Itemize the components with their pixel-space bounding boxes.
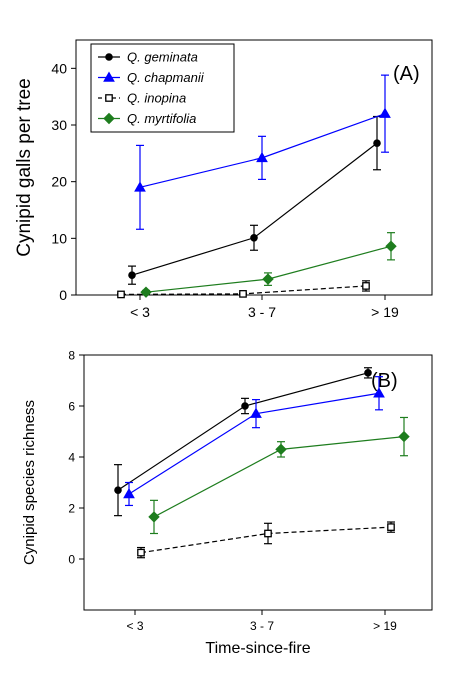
legend-entry-q-inopina: Q. inopina bbox=[98, 91, 186, 106]
y-tick-label: 30 bbox=[51, 117, 67, 133]
panel-a: 0 10 20 30 40 < 3 3 - 7 > 19 Cynipid galls per t… bbox=[14, 39, 433, 320]
legend-entry-q-myrtifolia: Q. myrtifolia bbox=[98, 111, 196, 126]
series-q-myrtifolia bbox=[148, 416, 410, 535]
x-axis-label: Time-since-fire bbox=[205, 640, 310, 657]
data-point bbox=[114, 486, 122, 494]
plot-frame bbox=[75, 39, 433, 296]
data-point bbox=[239, 290, 247, 298]
y-tick-label: 40 bbox=[51, 60, 67, 76]
data-point bbox=[140, 286, 152, 298]
x-tick-label: > 19 bbox=[373, 619, 397, 633]
data-point bbox=[364, 369, 372, 377]
legend-label: Q. geminata bbox=[127, 50, 198, 65]
legend-marker bbox=[105, 53, 113, 61]
series-q-myrtifolia bbox=[140, 232, 397, 298]
data-point bbox=[387, 523, 395, 531]
x-tick-label: < 3 bbox=[126, 619, 143, 633]
data-point bbox=[385, 240, 397, 252]
data-point bbox=[128, 271, 136, 279]
series-q-geminata bbox=[128, 115, 381, 285]
data-point bbox=[137, 548, 145, 557]
panel-b: 0 2 4 6 8 < 3 3 - 7 > 19 Cynipid species richnes… bbox=[21, 348, 433, 657]
y-tick-label: 10 bbox=[51, 230, 67, 246]
data-point bbox=[362, 282, 370, 290]
data-point bbox=[134, 181, 146, 192]
data-point bbox=[250, 407, 262, 418]
legend-marker bbox=[105, 94, 113, 102]
data-point bbox=[262, 273, 274, 285]
y-axis-label: Cynipid species richness bbox=[21, 400, 38, 565]
data-point bbox=[264, 529, 272, 538]
y-axis-label: Cynipid galls per tree bbox=[14, 78, 35, 256]
data-point bbox=[275, 443, 287, 456]
y-tick-label: 6 bbox=[68, 399, 75, 413]
data-point bbox=[123, 487, 135, 499]
series-line bbox=[131, 142, 378, 276]
data-point bbox=[148, 511, 160, 523]
legend-marker bbox=[103, 71, 115, 82]
data-point bbox=[398, 430, 410, 443]
legend-entry-q-geminata: Q. geminata bbox=[98, 50, 198, 65]
series-q-chapmanii bbox=[123, 376, 385, 507]
series-q-inopina bbox=[137, 521, 395, 559]
y-tick-label: 0 bbox=[68, 552, 75, 566]
legend-marker bbox=[103, 112, 115, 125]
legend-entry-q-chapmanii: Q. chapmanii bbox=[98, 70, 205, 85]
legend-label: Q. inopina bbox=[127, 91, 186, 106]
panel-label: (A) bbox=[393, 63, 420, 85]
y-tick-label: 4 bbox=[68, 450, 75, 464]
series-q-inopina bbox=[117, 280, 370, 299]
x-tick-label: < 3 bbox=[130, 304, 150, 320]
panel-label: (B) bbox=[371, 370, 398, 392]
y-tick-label: 0 bbox=[59, 287, 67, 303]
y-tick-label: 20 bbox=[51, 174, 67, 190]
series-line bbox=[117, 372, 369, 491]
y-tick-label: 2 bbox=[68, 501, 75, 515]
plot-frame bbox=[83, 354, 433, 611]
x-tick-label: 3 - 7 bbox=[248, 304, 276, 320]
data-point bbox=[373, 139, 381, 147]
series-q-chapmanii bbox=[134, 74, 391, 230]
legend-label: Q. chapmanii bbox=[127, 70, 205, 85]
legend: Q. geminata Q. chapmanii Q. inopina Q. myrt… bbox=[90, 43, 235, 133]
legend-label: Q. myrtifolia bbox=[127, 111, 196, 126]
series-q-geminata bbox=[114, 367, 372, 517]
data-point bbox=[256, 151, 268, 163]
data-point bbox=[250, 233, 258, 242]
x-tick-label: 3 - 7 bbox=[250, 619, 274, 633]
data-point bbox=[241, 402, 249, 410]
x-tick-label: > 19 bbox=[371, 304, 399, 320]
data-point bbox=[373, 387, 385, 398]
y-tick-label: 8 bbox=[68, 348, 75, 362]
legend-box bbox=[90, 43, 235, 133]
data-point bbox=[117, 290, 125, 299]
data-point bbox=[379, 107, 391, 118]
